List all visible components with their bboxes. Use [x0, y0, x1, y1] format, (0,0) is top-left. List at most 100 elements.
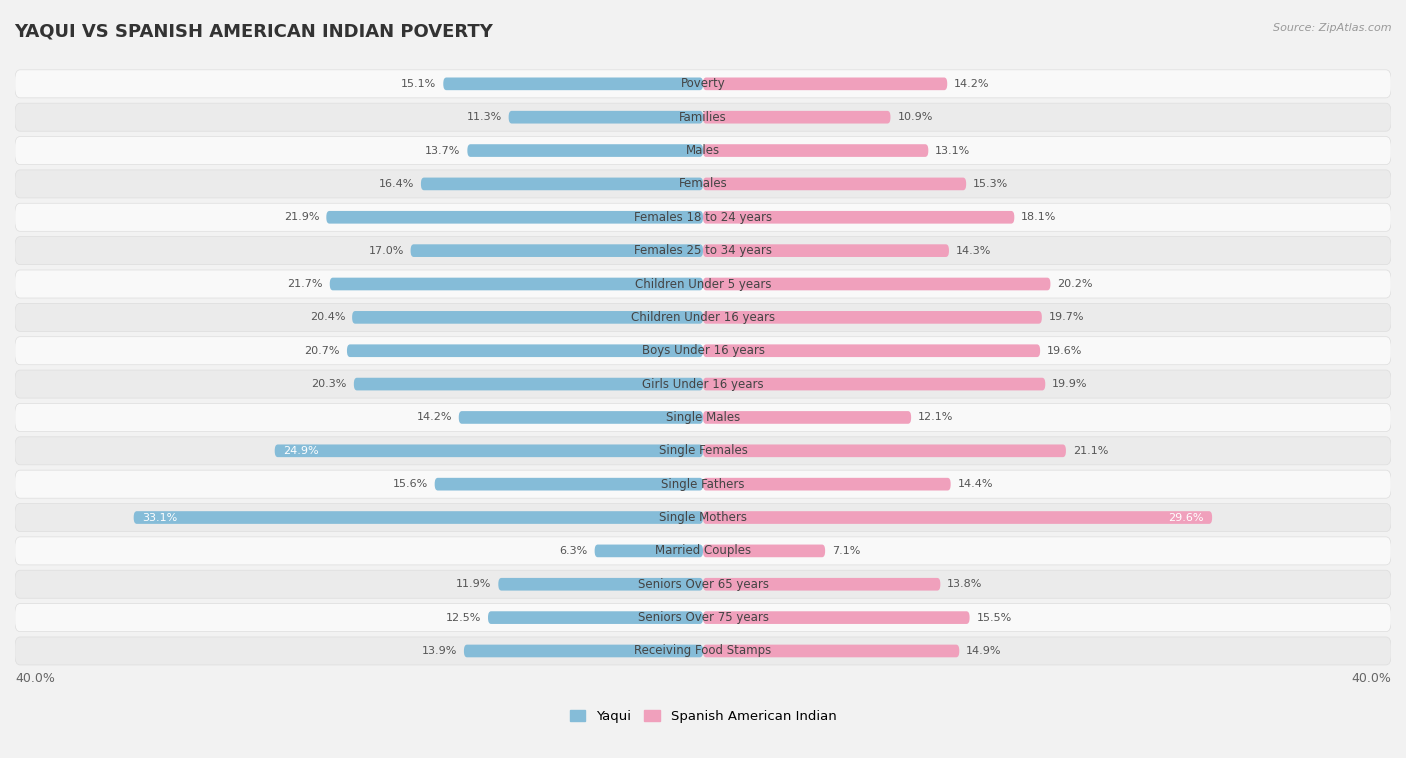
- FancyBboxPatch shape: [703, 611, 970, 624]
- FancyBboxPatch shape: [15, 203, 1391, 231]
- Text: Females: Females: [679, 177, 727, 190]
- FancyBboxPatch shape: [15, 603, 1391, 631]
- Text: 33.1%: 33.1%: [142, 512, 177, 522]
- Text: 19.9%: 19.9%: [1052, 379, 1088, 389]
- FancyBboxPatch shape: [464, 644, 703, 657]
- Text: 20.4%: 20.4%: [309, 312, 346, 322]
- Text: Males: Males: [686, 144, 720, 157]
- Text: 14.3%: 14.3%: [956, 246, 991, 255]
- Text: 29.6%: 29.6%: [1168, 512, 1204, 522]
- FancyBboxPatch shape: [703, 111, 890, 124]
- Text: Poverty: Poverty: [681, 77, 725, 90]
- FancyBboxPatch shape: [498, 578, 703, 590]
- FancyBboxPatch shape: [15, 537, 1391, 565]
- FancyBboxPatch shape: [703, 144, 928, 157]
- FancyBboxPatch shape: [703, 544, 825, 557]
- Legend: Yaqui, Spanish American Indian: Yaqui, Spanish American Indian: [569, 710, 837, 723]
- FancyBboxPatch shape: [411, 244, 703, 257]
- Text: 15.5%: 15.5%: [977, 612, 1012, 622]
- FancyBboxPatch shape: [703, 511, 1212, 524]
- FancyBboxPatch shape: [703, 644, 959, 657]
- FancyBboxPatch shape: [134, 511, 703, 524]
- FancyBboxPatch shape: [15, 270, 1391, 298]
- Text: 13.1%: 13.1%: [935, 146, 970, 155]
- FancyBboxPatch shape: [703, 211, 1014, 224]
- FancyBboxPatch shape: [15, 303, 1391, 331]
- FancyBboxPatch shape: [703, 411, 911, 424]
- Text: Children Under 16 years: Children Under 16 years: [631, 311, 775, 324]
- FancyBboxPatch shape: [15, 103, 1391, 131]
- Text: Females 18 to 24 years: Females 18 to 24 years: [634, 211, 772, 224]
- Text: 19.7%: 19.7%: [1049, 312, 1084, 322]
- Text: 14.2%: 14.2%: [955, 79, 990, 89]
- FancyBboxPatch shape: [595, 544, 703, 557]
- Text: Girls Under 16 years: Girls Under 16 years: [643, 377, 763, 390]
- FancyBboxPatch shape: [347, 344, 703, 357]
- FancyBboxPatch shape: [15, 136, 1391, 164]
- Text: Seniors Over 75 years: Seniors Over 75 years: [637, 611, 769, 624]
- Text: 14.4%: 14.4%: [957, 479, 993, 489]
- FancyBboxPatch shape: [15, 503, 1391, 531]
- FancyBboxPatch shape: [15, 437, 1391, 465]
- FancyBboxPatch shape: [703, 244, 949, 257]
- FancyBboxPatch shape: [703, 344, 1040, 357]
- Text: Boys Under 16 years: Boys Under 16 years: [641, 344, 765, 357]
- Text: 13.8%: 13.8%: [948, 579, 983, 589]
- Text: Children Under 5 years: Children Under 5 years: [634, 277, 772, 290]
- FancyBboxPatch shape: [703, 277, 1050, 290]
- Text: Receiving Food Stamps: Receiving Food Stamps: [634, 644, 772, 657]
- FancyBboxPatch shape: [703, 478, 950, 490]
- FancyBboxPatch shape: [15, 403, 1391, 431]
- FancyBboxPatch shape: [509, 111, 703, 124]
- Text: 11.9%: 11.9%: [456, 579, 492, 589]
- Text: 13.9%: 13.9%: [422, 646, 457, 656]
- FancyBboxPatch shape: [434, 478, 703, 490]
- FancyBboxPatch shape: [15, 70, 1391, 98]
- FancyBboxPatch shape: [467, 144, 703, 157]
- FancyBboxPatch shape: [15, 170, 1391, 198]
- Text: Single Mothers: Single Mothers: [659, 511, 747, 524]
- FancyBboxPatch shape: [703, 311, 1042, 324]
- FancyBboxPatch shape: [458, 411, 703, 424]
- Text: Seniors Over 65 years: Seniors Over 65 years: [637, 578, 769, 590]
- FancyBboxPatch shape: [326, 211, 703, 224]
- Text: 15.3%: 15.3%: [973, 179, 1008, 189]
- FancyBboxPatch shape: [488, 611, 703, 624]
- FancyBboxPatch shape: [15, 637, 1391, 665]
- FancyBboxPatch shape: [15, 337, 1391, 365]
- Text: Single Males: Single Males: [666, 411, 740, 424]
- Text: 20.7%: 20.7%: [305, 346, 340, 356]
- Text: 40.0%: 40.0%: [15, 672, 55, 684]
- Text: 13.7%: 13.7%: [425, 146, 461, 155]
- Text: 16.4%: 16.4%: [378, 179, 413, 189]
- FancyBboxPatch shape: [15, 236, 1391, 265]
- Text: Single Fathers: Single Fathers: [661, 478, 745, 490]
- FancyBboxPatch shape: [703, 177, 966, 190]
- Text: 20.3%: 20.3%: [312, 379, 347, 389]
- FancyBboxPatch shape: [15, 370, 1391, 398]
- FancyBboxPatch shape: [352, 311, 703, 324]
- Text: 14.9%: 14.9%: [966, 646, 1001, 656]
- FancyBboxPatch shape: [703, 578, 941, 590]
- Text: 15.1%: 15.1%: [401, 79, 436, 89]
- Text: 19.6%: 19.6%: [1047, 346, 1083, 356]
- FancyBboxPatch shape: [15, 570, 1391, 598]
- Text: YAQUI VS SPANISH AMERICAN INDIAN POVERTY: YAQUI VS SPANISH AMERICAN INDIAN POVERTY: [14, 23, 494, 41]
- Text: 24.9%: 24.9%: [284, 446, 319, 456]
- FancyBboxPatch shape: [703, 77, 948, 90]
- Text: 12.1%: 12.1%: [918, 412, 953, 422]
- Text: 6.3%: 6.3%: [560, 546, 588, 556]
- Text: 11.3%: 11.3%: [467, 112, 502, 122]
- FancyBboxPatch shape: [330, 277, 703, 290]
- Text: 18.1%: 18.1%: [1021, 212, 1056, 222]
- Text: Married Couples: Married Couples: [655, 544, 751, 557]
- Text: 15.6%: 15.6%: [392, 479, 427, 489]
- Text: Families: Families: [679, 111, 727, 124]
- FancyBboxPatch shape: [703, 444, 1066, 457]
- Text: Females 25 to 34 years: Females 25 to 34 years: [634, 244, 772, 257]
- FancyBboxPatch shape: [354, 377, 703, 390]
- FancyBboxPatch shape: [443, 77, 703, 90]
- FancyBboxPatch shape: [15, 470, 1391, 498]
- Text: 21.1%: 21.1%: [1073, 446, 1108, 456]
- Text: 7.1%: 7.1%: [832, 546, 860, 556]
